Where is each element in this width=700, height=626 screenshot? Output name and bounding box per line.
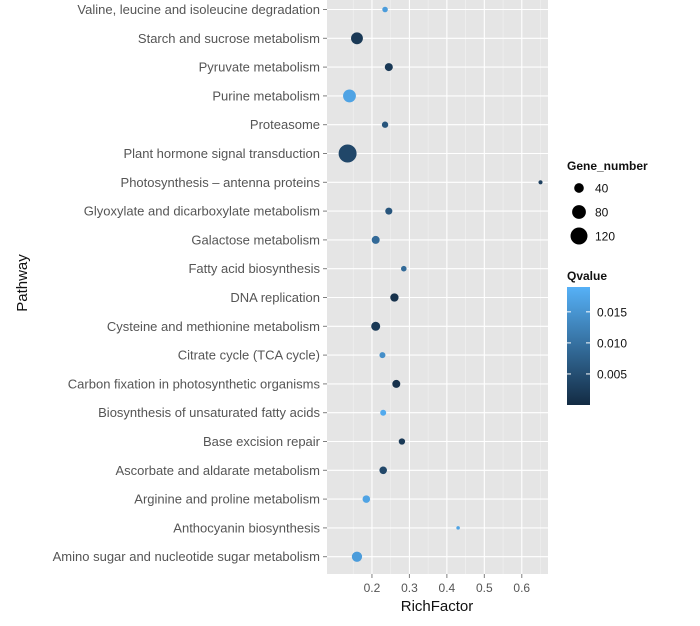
grid-major	[327, 0, 548, 574]
data-point	[338, 144, 357, 163]
data-point	[351, 551, 363, 562]
y-tick-label: Galactose metabolism	[191, 232, 320, 247]
x-tick-label: 0.5	[476, 581, 493, 595]
size-legend-key	[570, 227, 588, 245]
data-point	[382, 6, 388, 13]
plot-panel	[327, 0, 548, 574]
data-point	[379, 352, 386, 359]
data-point	[384, 63, 393, 72]
y-tick-label: Citrate cycle (TCA cycle)	[178, 348, 320, 363]
x-tick-label: 0.6	[513, 581, 530, 595]
data-point	[398, 438, 406, 445]
y-tick-label: Plant hormone signal transduction	[123, 146, 320, 161]
y-tick-label: DNA replication	[230, 290, 320, 305]
y-tick-label: Arginine and proline metabolism	[134, 492, 320, 507]
y-tick-label: Valine, leucine and isoleucine degradati…	[77, 2, 320, 17]
data-point	[371, 235, 380, 244]
y-tick-label: Anthocyanin biosynthesis	[173, 520, 320, 535]
color-legend-label: 0.005	[597, 367, 627, 381]
size-legend-title: Gene_number	[567, 159, 648, 173]
data-point	[401, 265, 407, 272]
y-tick-label: Glyoxylate and dicarboxylate metabolism	[84, 204, 320, 219]
x-axis-ticks: 0.2 0.3 0.4 0.5 0.6	[364, 574, 530, 595]
color-legend: Qvalue 0.005 0.010 0.015	[567, 269, 627, 405]
y-tick-label: Proteasome	[250, 117, 320, 132]
x-tick-label: 0.4	[439, 581, 456, 595]
data-point	[379, 466, 387, 475]
x-axis-title: RichFactor	[401, 598, 474, 615]
data-points	[338, 6, 543, 562]
size-legend-key	[572, 205, 586, 219]
y-axis-ticks: Amino sugar and nucleotide sugar metabol…	[53, 2, 327, 564]
size-legend-items: 40 80 120	[570, 182, 615, 245]
color-legend-label: 0.010	[597, 336, 627, 350]
y-tick-label: Ascorbate and aldarate metabolism	[115, 463, 320, 478]
color-legend-title: Qvalue	[567, 269, 607, 283]
y-tick-label: Pyruvate metabolism	[199, 60, 320, 75]
y-tick-label: Base excision repair	[203, 434, 321, 449]
y-tick-label: Photosynthesis – antenna proteins	[121, 175, 321, 190]
data-point	[538, 180, 543, 185]
y-tick-label: Amino sugar and nucleotide sugar metabol…	[53, 549, 320, 564]
data-point	[371, 321, 381, 331]
y-axis-title: Pathway	[14, 254, 31, 312]
x-tick-label: 0.3	[401, 581, 418, 595]
data-point	[381, 121, 389, 128]
color-legend-bar	[567, 287, 590, 405]
grid-minor	[352, 0, 541, 574]
size-legend-label: 40	[595, 182, 609, 196]
color-legend-label: 0.015	[597, 305, 627, 319]
data-point	[351, 32, 363, 45]
y-tick-label: Cysteine and methionine metabolism	[107, 319, 320, 334]
y-tick-label: Biosynthesis of unsaturated fatty acids	[98, 405, 320, 420]
data-point	[385, 207, 393, 215]
y-tick-label: Purine metabolism	[212, 88, 320, 103]
y-tick-label: Fatty acid biosynthesis	[188, 261, 320, 276]
color-legend-ticks: 0.005 0.010 0.015	[567, 305, 627, 381]
data-point	[392, 379, 401, 388]
data-point	[456, 526, 460, 530]
size-legend-label: 80	[595, 206, 609, 220]
size-legend-key	[574, 183, 584, 193]
data-point	[390, 293, 399, 302]
data-point	[362, 495, 371, 503]
size-legend-label: 120	[595, 230, 615, 244]
size-legend: Gene_number 40 80 120	[567, 159, 648, 245]
y-tick-label: Starch and sucrose metabolism	[138, 31, 320, 46]
y-tick-label: Carbon fixation in photosynthetic organi…	[68, 376, 321, 391]
data-point	[380, 409, 387, 416]
x-tick-label: 0.2	[364, 581, 381, 595]
data-point	[343, 89, 356, 103]
